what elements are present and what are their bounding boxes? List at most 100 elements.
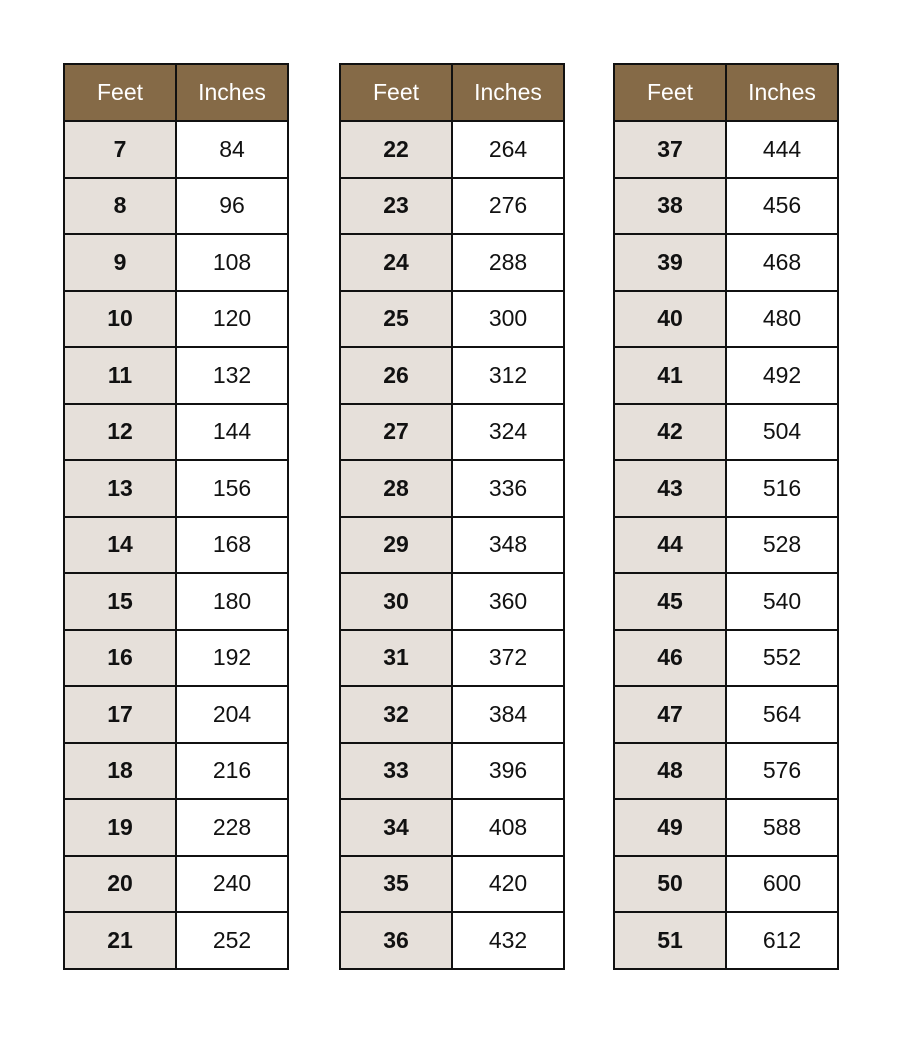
inches-cell: 228 xyxy=(175,798,289,857)
table-row: 27 324 xyxy=(339,402,565,461)
inches-cell: 432 xyxy=(451,911,565,970)
table-row: 25 300 xyxy=(339,289,565,348)
table-row: 17 204 xyxy=(63,685,289,744)
table-row: 22 264 xyxy=(339,120,565,179)
feet-cell: 49 xyxy=(613,798,727,857)
table-row: 38 456 xyxy=(613,176,839,235)
inches-cell: 288 xyxy=(451,233,565,292)
feet-cell: 8 xyxy=(63,176,177,235)
feet-cell: 25 xyxy=(339,289,453,348)
feet-cell: 50 xyxy=(613,854,727,913)
feet-cell: 36 xyxy=(339,911,453,970)
table-row: 28 336 xyxy=(339,459,565,518)
feet-cell: 27 xyxy=(339,402,453,461)
feet-cell: 35 xyxy=(339,854,453,913)
conversion-table-3: Feet Inches 37 444 38 456 39 468 40 480 41 492 42 5… xyxy=(613,63,839,970)
feet-cell: 30 xyxy=(339,572,453,631)
inches-cell: 468 xyxy=(725,233,839,292)
inches-cell: 420 xyxy=(451,854,565,913)
table-row: 43 516 xyxy=(613,459,839,518)
inches-cell: 132 xyxy=(175,346,289,405)
inches-cell: 120 xyxy=(175,289,289,348)
feet-cell: 16 xyxy=(63,628,177,687)
table-row: 46 552 xyxy=(613,628,839,687)
table-row: 18 216 xyxy=(63,741,289,800)
inches-cell: 516 xyxy=(725,459,839,518)
inches-cell: 156 xyxy=(175,459,289,518)
inches-cell: 276 xyxy=(451,176,565,235)
inches-cell: 252 xyxy=(175,911,289,970)
feet-cell: 24 xyxy=(339,233,453,292)
table-row: 9 108 xyxy=(63,233,289,292)
table-row: 40 480 xyxy=(613,289,839,348)
table-row: 12 144 xyxy=(63,402,289,461)
inches-cell: 144 xyxy=(175,402,289,461)
feet-cell: 14 xyxy=(63,515,177,574)
table-row: 31 372 xyxy=(339,628,565,687)
feet-cell: 48 xyxy=(613,741,727,800)
feet-cell: 15 xyxy=(63,572,177,631)
feet-cell: 51 xyxy=(613,911,727,970)
table-row: 16 192 xyxy=(63,628,289,687)
feet-cell: 37 xyxy=(613,120,727,179)
table-row: 26 312 xyxy=(339,346,565,405)
feet-cell: 26 xyxy=(339,346,453,405)
inches-cell: 312 xyxy=(451,346,565,405)
header-row: Feet Inches xyxy=(613,63,839,122)
feet-cell: 31 xyxy=(339,628,453,687)
feet-cell: 12 xyxy=(63,402,177,461)
feet-cell: 41 xyxy=(613,346,727,405)
inches-cell: 528 xyxy=(725,515,839,574)
feet-cell: 11 xyxy=(63,346,177,405)
inches-cell: 492 xyxy=(725,346,839,405)
inches-cell: 204 xyxy=(175,685,289,744)
inches-cell: 576 xyxy=(725,741,839,800)
feet-cell: 33 xyxy=(339,741,453,800)
table-row: 8 96 xyxy=(63,176,289,235)
inches-cell: 372 xyxy=(451,628,565,687)
feet-cell: 28 xyxy=(339,459,453,518)
feet-cell: 34 xyxy=(339,798,453,857)
table-row: 48 576 xyxy=(613,741,839,800)
inches-cell: 348 xyxy=(451,515,565,574)
feet-cell: 45 xyxy=(613,572,727,631)
feet-cell: 20 xyxy=(63,854,177,913)
feet-cell: 29 xyxy=(339,515,453,574)
table-row: 20 240 xyxy=(63,854,289,913)
inches-cell: 552 xyxy=(725,628,839,687)
table-row: 30 360 xyxy=(339,572,565,631)
inches-cell: 540 xyxy=(725,572,839,631)
inches-cell: 108 xyxy=(175,233,289,292)
table-row: 49 588 xyxy=(613,798,839,857)
conversion-table-2: Feet Inches 22 264 23 276 24 288 25 300 26 312 27 3… xyxy=(339,63,565,970)
table-row: 32 384 xyxy=(339,685,565,744)
inches-cell: 564 xyxy=(725,685,839,744)
inches-cell: 336 xyxy=(451,459,565,518)
feet-cell: 21 xyxy=(63,911,177,970)
feet-cell: 44 xyxy=(613,515,727,574)
inches-cell: 588 xyxy=(725,798,839,857)
header-feet: Feet xyxy=(613,63,727,122)
header-feet: Feet xyxy=(63,63,177,122)
inches-cell: 264 xyxy=(451,120,565,179)
feet-cell: 43 xyxy=(613,459,727,518)
feet-cell: 7 xyxy=(63,120,177,179)
feet-cell: 32 xyxy=(339,685,453,744)
feet-cell: 47 xyxy=(613,685,727,744)
header-inches: Inches xyxy=(175,63,289,122)
feet-cell: 38 xyxy=(613,176,727,235)
table-row: 11 132 xyxy=(63,346,289,405)
inches-cell: 396 xyxy=(451,741,565,800)
table-row: 45 540 xyxy=(613,572,839,631)
table-row: 41 492 xyxy=(613,346,839,405)
table-row: 13 156 xyxy=(63,459,289,518)
table-row: 14 168 xyxy=(63,515,289,574)
inches-cell: 504 xyxy=(725,402,839,461)
inches-cell: 408 xyxy=(451,798,565,857)
inches-cell: 192 xyxy=(175,628,289,687)
inches-cell: 480 xyxy=(725,289,839,348)
feet-cell: 13 xyxy=(63,459,177,518)
inches-cell: 300 xyxy=(451,289,565,348)
inches-cell: 180 xyxy=(175,572,289,631)
table-row: 35 420 xyxy=(339,854,565,913)
